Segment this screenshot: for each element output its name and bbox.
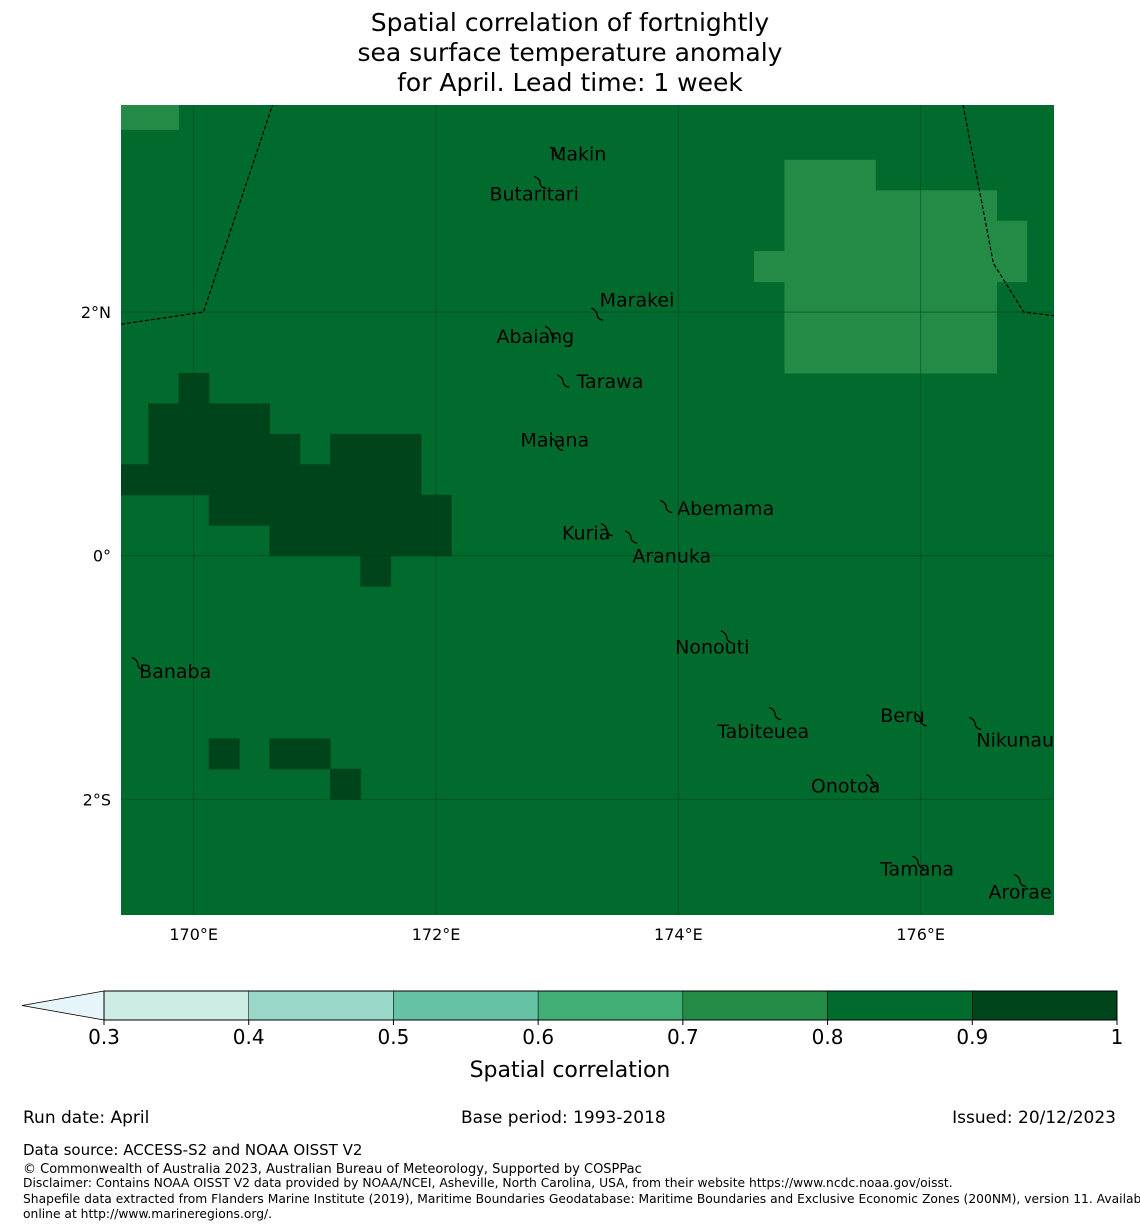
title-line-3: for April. Lead time: 1 week (397, 68, 743, 97)
island-outline-abaiang (544, 325, 558, 339)
island-outline-beru (914, 713, 927, 727)
lat-tick-label: 2°S (83, 790, 111, 809)
correlation-cell-0.9-1 (360, 555, 392, 587)
island-label-aranuka: Aranuka (632, 545, 711, 567)
lon-tick-label: 172°E (412, 925, 461, 944)
colorbar-extend-arrow (21, 990, 105, 1021)
island-outline-onotoa (866, 773, 879, 788)
colorbar-tick-label: 0.9 (956, 1025, 988, 1049)
correlation-cell-0.9-1 (330, 768, 361, 800)
island-label-nikunau: Nikunau (976, 729, 1054, 751)
colorbar-tick-label: 0.7 (667, 1025, 699, 1049)
shapefile-credit-line-2: online at http://www.marineregions.org/. (23, 1207, 273, 1221)
island-outline-butaritari (534, 175, 547, 190)
map-title: Spatial correlation of fortnightly sea s… (0, 8, 1140, 98)
title-line-2: sea surface temperature anomaly (357, 38, 783, 67)
run-date: Run date: April (23, 1108, 150, 1128)
island-label-arorae: Arorae (988, 882, 1051, 904)
colorbar: 0.3 0.4 0.5 0.6 0.7 0.8 0.9 1 Spatial correlatio… (21, 990, 1124, 1083)
island-outline-aranuka (624, 530, 638, 544)
correlation-cell-0.9-1 (208, 738, 240, 770)
island-label-marakei: Marakei (600, 290, 675, 312)
correlation-cell-0.9-1 (148, 403, 180, 496)
island-outline-tabiteuea (769, 706, 782, 721)
colorbar-segment (682, 990, 828, 1021)
colorbar-segment (248, 990, 394, 1021)
colorbar-segment (972, 990, 1118, 1021)
correlation-cell-0.9-1 (330, 433, 422, 557)
island-label-onotoa: Onotoa (811, 776, 880, 798)
issued-date: Issued: 20/12/2023 (952, 1108, 1116, 1128)
correlation-map: Makin Butaritari Marakei Abaiang Tarawa Maian… (121, 105, 1054, 915)
colorbar-tick-label: 1 (1111, 1025, 1124, 1049)
correlation-cell-0.7-0.8 (996, 220, 1028, 283)
correlation-cell-0.9-1 (269, 433, 301, 557)
correlation-cell-0.7-0.8 (875, 190, 997, 374)
island-label-banaba: Banaba (139, 661, 211, 683)
island-label-abaiang: Abaiang (497, 326, 575, 348)
island-outline-nikunau (969, 716, 982, 730)
shapefile-credit-line-1: Shapefile data extracted from Flanders M… (23, 1192, 1140, 1206)
lat-tick-label: 0° (93, 547, 111, 566)
correlation-cell-0.7-0.8 (121, 105, 180, 130)
island-label-tarawa: Tarawa (576, 371, 644, 393)
correlation-cell-0.7-0.8 (784, 159, 876, 374)
disclaimer: Disclaimer: Contains NOAA OISST V2 data … (23, 1176, 953, 1190)
island-outline-maiana (550, 437, 564, 452)
island-label-nonouti: Nonouti (675, 637, 749, 659)
island-outline-abemama (660, 499, 673, 514)
island-label-butaritari: Butaritari (489, 184, 578, 206)
lon-tick-label: 170°E (169, 925, 218, 944)
island-outline-arorae (1013, 873, 1027, 888)
colorbar-segment (537, 990, 684, 1021)
eez-boundary-east (962, 105, 1054, 317)
island-outline-banaba (131, 657, 144, 671)
colorbar-tick-label: 0.8 (812, 1025, 844, 1049)
island-outline-makin (549, 146, 563, 160)
island-outline-nonouti (720, 630, 733, 644)
colorbar-segment (103, 990, 249, 1021)
island-outline-marakei (590, 307, 604, 321)
colorbar-label: Spatial correlation (470, 1058, 671, 1083)
lon-tick-label: 174°E (654, 925, 703, 944)
colorbar-tick-label: 0.6 (522, 1025, 554, 1049)
colorbar-segment (827, 990, 973, 1021)
island-label-tabiteuea: Tabiteuea (716, 721, 809, 743)
map-axes: 170°E 172°E 174°E 176°E 2°N 0° 2°S (81, 303, 945, 944)
colorbar-tick-label: 0.4 (233, 1025, 265, 1049)
island-outline-kuria (600, 523, 613, 537)
lon-tick-label: 176°E (896, 925, 945, 944)
correlation-cell-0.9-1 (208, 403, 270, 526)
island-label-abemama: Abemama (677, 498, 774, 520)
data-source: Data source: ACCESS-S2 and NOAA OISST V2 (23, 1141, 363, 1159)
island-label-beru: Beru (880, 705, 925, 727)
lat-tick-label: 2°N (81, 303, 111, 322)
colorbar-frame (103, 990, 1118, 1021)
copyright-notice: © Commonwealth of Australia 2023, Austra… (23, 1162, 642, 1177)
island-outline-tarawa (557, 374, 570, 388)
correlation-cell-0.9-1 (269, 738, 331, 770)
correlation-cell-0.9-1 (121, 464, 149, 496)
base-period: Base period: 1993-2018 (461, 1108, 666, 1128)
island-outline-tamana (912, 855, 925, 869)
map-figure: Makin Butaritari Marakei Abaiang Tarawa Maian… (21, 105, 1124, 1083)
eez-boundary-west (121, 105, 274, 325)
colorbar-tick-label: 0.3 (88, 1025, 120, 1049)
colorbar-tick-label: 0.5 (378, 1025, 410, 1049)
island-label-makin: Makin (550, 143, 606, 165)
island-label-maiana: Maiana (520, 430, 589, 452)
colorbar-segment (393, 990, 539, 1021)
island-label-kuria: Kuria (562, 522, 610, 544)
correlation-cell-0.7-0.8 (754, 251, 785, 283)
title-line-1: Spatial correlation of fortnightly (370, 8, 770, 37)
island-label-tamana: Tamana (879, 858, 954, 880)
correlation-cell-0.9-1 (299, 464, 331, 557)
